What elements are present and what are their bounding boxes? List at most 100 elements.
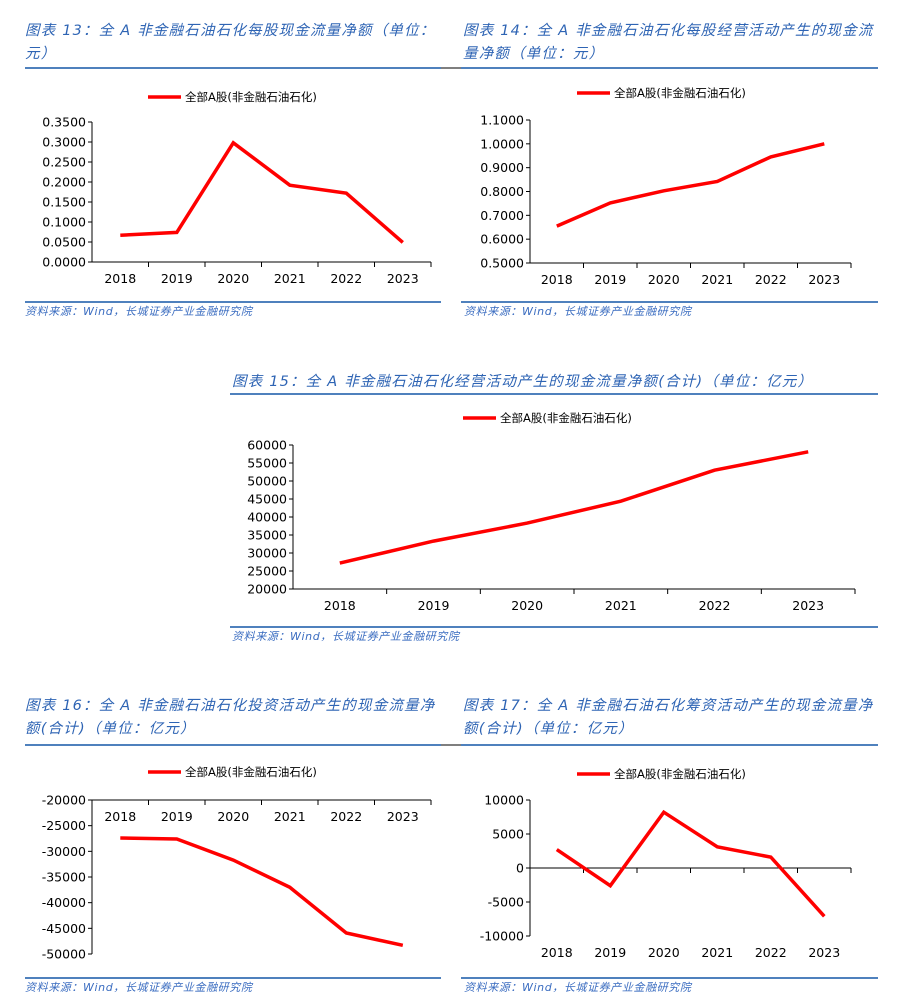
x-tick-label: 2018 bbox=[324, 598, 356, 613]
x-tick-label: 2020 bbox=[648, 272, 680, 287]
fig14-title-line-2: 量净额（单位：元） bbox=[463, 46, 605, 62]
fig17-title-line-2: 额(合计)（单位：亿元） bbox=[463, 721, 634, 737]
x-tick-label: 2018 bbox=[104, 809, 136, 824]
fig17-title-rule bbox=[461, 744, 878, 746]
fig15-source: 资料来源：Wind，长城证券产业金融研究院 bbox=[232, 628, 460, 644]
x-tick-label: 2023 bbox=[387, 809, 419, 824]
y-tick-label: 1.1000 bbox=[480, 113, 524, 128]
x-tick-label: 2019 bbox=[594, 945, 626, 960]
x-tick-label: 2021 bbox=[274, 809, 306, 824]
legend-label: 全部A股(非金融石油石化) bbox=[500, 411, 632, 425]
fig17-title: 图表 17：全 A 非金融石油石化筹资活动产生的现金流量净 额(合计)（单位：亿… bbox=[463, 695, 893, 741]
y-tick-label: 0.3000 bbox=[42, 135, 86, 150]
fig14-title-rule bbox=[461, 67, 878, 69]
x-tick-label: 2019 bbox=[161, 271, 193, 286]
x-tick-label: 2022 bbox=[755, 272, 787, 287]
y-tick-label: -35000 bbox=[42, 870, 86, 885]
fig13-title-rule bbox=[25, 67, 441, 69]
y-tick-label: 20000 bbox=[247, 582, 287, 597]
y-tick-label: 50000 bbox=[247, 474, 287, 489]
y-tick-label: -30000 bbox=[42, 844, 86, 859]
x-tick-label: 2020 bbox=[217, 271, 249, 286]
y-tick-label: 25000 bbox=[247, 564, 287, 579]
series-line bbox=[339, 450, 809, 565]
x-tick-label: 2020 bbox=[217, 809, 249, 824]
y-tick-label: 0.3500 bbox=[42, 115, 86, 130]
series-line bbox=[556, 142, 825, 228]
x-tick-label: 2019 bbox=[161, 809, 193, 824]
y-tick-label: 0.0500 bbox=[42, 235, 86, 250]
source-text: Wind，长城证券产业金融研究院 bbox=[83, 305, 253, 318]
y-tick-label: 0.8000 bbox=[480, 184, 524, 199]
header-gap-rule bbox=[441, 744, 461, 746]
fig17-source-rule bbox=[461, 977, 878, 979]
legend-label: 全部A股(非金融石油石化) bbox=[185, 90, 317, 104]
y-tick-label: 0.2500 bbox=[42, 155, 86, 170]
x-tick-label: 2021 bbox=[605, 598, 637, 613]
y-tick-label: 30000 bbox=[247, 546, 287, 561]
x-tick-label: 2021 bbox=[701, 945, 733, 960]
fig13-source: 资料来源：Wind，长城证券产业金融研究院 bbox=[25, 303, 253, 319]
fig16-source-rule bbox=[25, 977, 441, 979]
fig16-title: 图表 16：全 A 非金融石油石化投资活动产生的现金流量净 额(合计)（单位：亿… bbox=[25, 695, 445, 741]
fig17-title-line-1: 图表 17：全 A 非金融石油石化筹资活动产生的现金流量净 bbox=[463, 698, 874, 714]
header-gap-rule bbox=[441, 67, 461, 69]
y-tick-label: 0.7000 bbox=[480, 208, 524, 223]
legend-label: 全部A股(非金融石油石化) bbox=[614, 767, 746, 781]
y-tick-label: -25000 bbox=[42, 818, 86, 833]
y-tick-label: 0.1000 bbox=[42, 215, 86, 230]
fig15-source-rule bbox=[230, 626, 878, 628]
fig15-title: 图表 15：全 A 非金融石油石化经营活动产生的现金流量净额(合计)（单位：亿元… bbox=[232, 371, 882, 394]
fig16-title-rule bbox=[25, 744, 441, 746]
y-tick-label: 5000 bbox=[492, 827, 524, 842]
y-tick-label: 35000 bbox=[247, 528, 287, 543]
y-tick-label: 40000 bbox=[247, 510, 287, 525]
y-tick-label: -40000 bbox=[42, 895, 86, 910]
source-label: 资料来源： bbox=[25, 305, 83, 318]
legend-label: 全部A股(非金融石油石化) bbox=[614, 86, 746, 100]
legend-label: 全部A股(非金融石油石化) bbox=[185, 765, 317, 779]
y-tick-label: 0.2000 bbox=[42, 175, 86, 190]
source-label: 资料来源： bbox=[464, 305, 522, 318]
x-tick-label: 2022 bbox=[330, 271, 362, 286]
x-tick-label: 2020 bbox=[511, 598, 543, 613]
series-line bbox=[120, 140, 404, 244]
y-tick-label: -50000 bbox=[42, 947, 86, 962]
y-tick-label: -20000 bbox=[42, 793, 86, 808]
source-label: 资料来源： bbox=[232, 630, 290, 643]
y-tick-label: 0 bbox=[516, 861, 524, 876]
y-tick-label: 10000 bbox=[484, 793, 524, 808]
y-tick-label: 55000 bbox=[247, 456, 287, 471]
x-tick-label: 2020 bbox=[648, 945, 680, 960]
x-tick-label: 2019 bbox=[594, 272, 626, 287]
y-tick-label: -5000 bbox=[488, 895, 524, 910]
y-tick-label: 0.5000 bbox=[480, 256, 524, 271]
x-tick-label: 2018 bbox=[541, 272, 573, 287]
fig15-title-rule bbox=[230, 393, 878, 395]
fig14-title-line-1: 图表 14：全 A 非金融石油石化每股经营活动产生的现金流 bbox=[463, 23, 874, 39]
source-text: Wind，长城证券产业金融研究院 bbox=[522, 981, 692, 994]
source-label: 资料来源： bbox=[464, 981, 522, 994]
x-tick-label: 2023 bbox=[808, 272, 840, 287]
source-text: Wind，长城证券产业金融研究院 bbox=[290, 630, 460, 643]
fig13-title-line-1: 图表 13：全 A 非金融石油石化每股现金流量净额（单位： bbox=[25, 23, 436, 39]
fig13-title-line-2: 元） bbox=[25, 46, 57, 62]
y-tick-label: 0.9000 bbox=[480, 160, 524, 175]
y-tick-label: 45000 bbox=[247, 492, 287, 507]
fig14-source: 资料来源：Wind，长城证券产业金融研究院 bbox=[464, 303, 692, 319]
x-tick-label: 2023 bbox=[792, 598, 824, 613]
x-tick-label: 2018 bbox=[541, 945, 573, 960]
series-line bbox=[555, 809, 826, 918]
fig13-source-rule bbox=[25, 301, 441, 303]
source-label: 资料来源： bbox=[25, 981, 83, 994]
y-tick-label: -45000 bbox=[42, 921, 86, 936]
y-tick-label: 60000 bbox=[247, 438, 287, 453]
y-tick-label: 0.0000 bbox=[42, 255, 86, 270]
y-tick-label: -10000 bbox=[480, 929, 524, 944]
source-text: Wind，长城证券产业金融研究院 bbox=[83, 981, 253, 994]
x-tick-label: 2023 bbox=[387, 271, 419, 286]
